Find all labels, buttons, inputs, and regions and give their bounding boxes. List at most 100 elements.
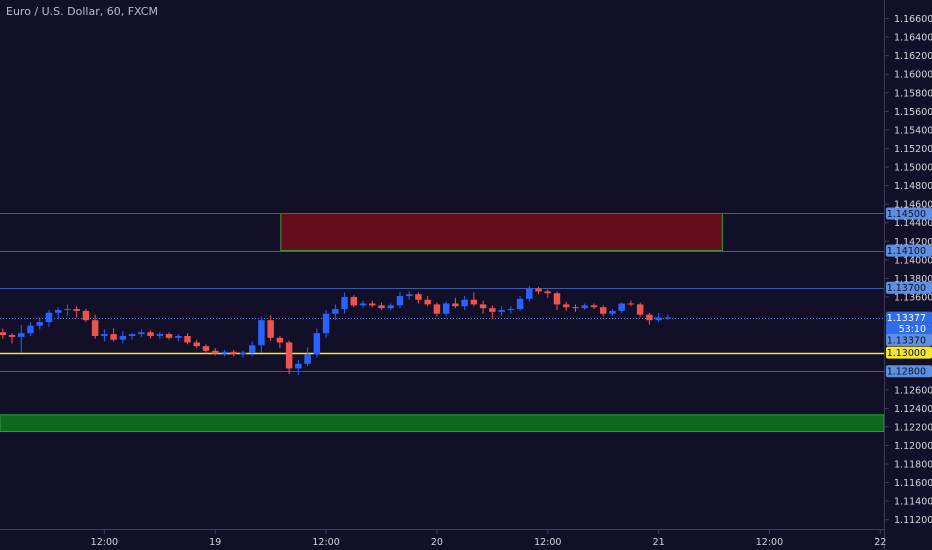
price-tick-label: 1.15000	[894, 163, 932, 174]
candle-body	[91, 320, 99, 336]
chart-title: Euro / U.S. Dollar, 60, FXCM	[6, 5, 158, 18]
candle	[73, 306, 80, 318]
candle-body	[609, 310, 616, 314]
price-badge-bg	[886, 311, 932, 324]
candle-body	[350, 296, 358, 306]
candle	[267, 315, 274, 341]
candle-body	[553, 293, 561, 305]
candle	[581, 303, 588, 310]
candle-body	[27, 325, 34, 334]
candle-body	[590, 305, 598, 308]
candle-body	[64, 309, 71, 311]
price-tick-label: 1.15200	[894, 144, 932, 155]
time-tick-label: 22	[874, 537, 886, 548]
candle	[128, 333, 136, 340]
candle-body	[211, 350, 219, 354]
time-axis[interactable]: 12:00 19 12:00 20 12:00 21 12:00 22	[91, 530, 887, 548]
candle	[498, 306, 505, 316]
price-badge-label: 1.14500	[887, 209, 926, 220]
price-badge-label: 53:10	[899, 324, 926, 335]
candle-body	[73, 309, 80, 311]
candle	[664, 314, 672, 321]
price-tick-label: 1.14000	[894, 255, 932, 266]
candle	[0, 328, 7, 339]
candle	[138, 329, 145, 337]
candle-body	[54, 309, 62, 313]
candle	[165, 332, 173, 340]
candle	[64, 304, 71, 316]
price-badge-label: 1.14100	[887, 246, 926, 257]
candle-body	[156, 334, 164, 336]
price-tick-label: 1.11800	[894, 460, 932, 471]
candle	[119, 331, 127, 344]
price-tick-label: 1.14600	[894, 200, 932, 211]
candle	[211, 348, 219, 356]
candle	[239, 350, 247, 358]
candle	[470, 292, 478, 307]
candle	[618, 302, 625, 313]
candle-body	[110, 334, 117, 340]
candle-body	[36, 322, 43, 326]
candle-body	[0, 332, 7, 336]
price-badge: 1.12800	[886, 365, 932, 378]
price-tick-label: 1.15600	[894, 107, 932, 118]
candle	[461, 296, 468, 310]
price-badge-bg	[886, 365, 932, 378]
time-tick-label: 19	[209, 537, 221, 548]
candle-body	[387, 305, 394, 309]
price-tick-label: 1.12200	[894, 422, 932, 433]
candle-body	[295, 363, 302, 369]
candle-body	[396, 296, 404, 306]
candle-body	[507, 309, 515, 311]
candle-body	[452, 303, 459, 307]
candle	[572, 304, 579, 312]
candle	[175, 334, 182, 342]
candle	[156, 332, 164, 339]
price-badge-bg	[886, 207, 932, 220]
candle-body	[138, 332, 145, 335]
candle	[516, 296, 524, 311]
candle	[359, 300, 367, 309]
candle	[369, 300, 376, 308]
candle	[91, 314, 99, 339]
price-tick-label: 1.12600	[894, 385, 932, 396]
price-badge-label: 1.13700	[887, 283, 926, 294]
time-tick-label: 12:00	[756, 537, 783, 548]
candle	[82, 309, 90, 323]
candle	[258, 316, 265, 353]
candle-body	[470, 299, 478, 305]
candle-body	[101, 334, 108, 336]
price-axis[interactable]: 1.11200 1.11400 1.11600 1.11800 1.12000 1.122…	[885, 14, 932, 526]
candle	[101, 329, 108, 342]
zone-1[interactable]	[0, 414, 885, 433]
candle	[405, 291, 413, 300]
candle-body	[433, 304, 441, 314]
price-tick-label: 1.16400	[894, 33, 932, 44]
candle	[313, 328, 321, 358]
candle-body	[544, 291, 551, 294]
candle	[193, 339, 200, 349]
candle-body	[563, 304, 570, 308]
candle-body	[636, 304, 644, 315]
zone-0[interactable]	[280, 212, 723, 252]
price-badge-label: 1.13000	[887, 348, 926, 359]
candle	[396, 292, 404, 309]
candle-body	[442, 303, 450, 314]
candle	[387, 303, 394, 310]
candle	[599, 305, 607, 317]
price-badge-label: 1.13377	[887, 313, 926, 324]
candle	[507, 306, 515, 314]
candle	[655, 312, 662, 323]
time-tick-label: 12:00	[91, 537, 118, 548]
candle	[295, 360, 302, 375]
candle	[563, 301, 570, 311]
candle	[221, 349, 228, 357]
candle	[202, 344, 210, 354]
candle-body	[424, 299, 431, 305]
candle-body	[175, 335, 182, 338]
candle	[415, 292, 422, 304]
price-badge: 1.14100	[886, 244, 932, 257]
price-badge: 1.13700	[886, 281, 932, 294]
